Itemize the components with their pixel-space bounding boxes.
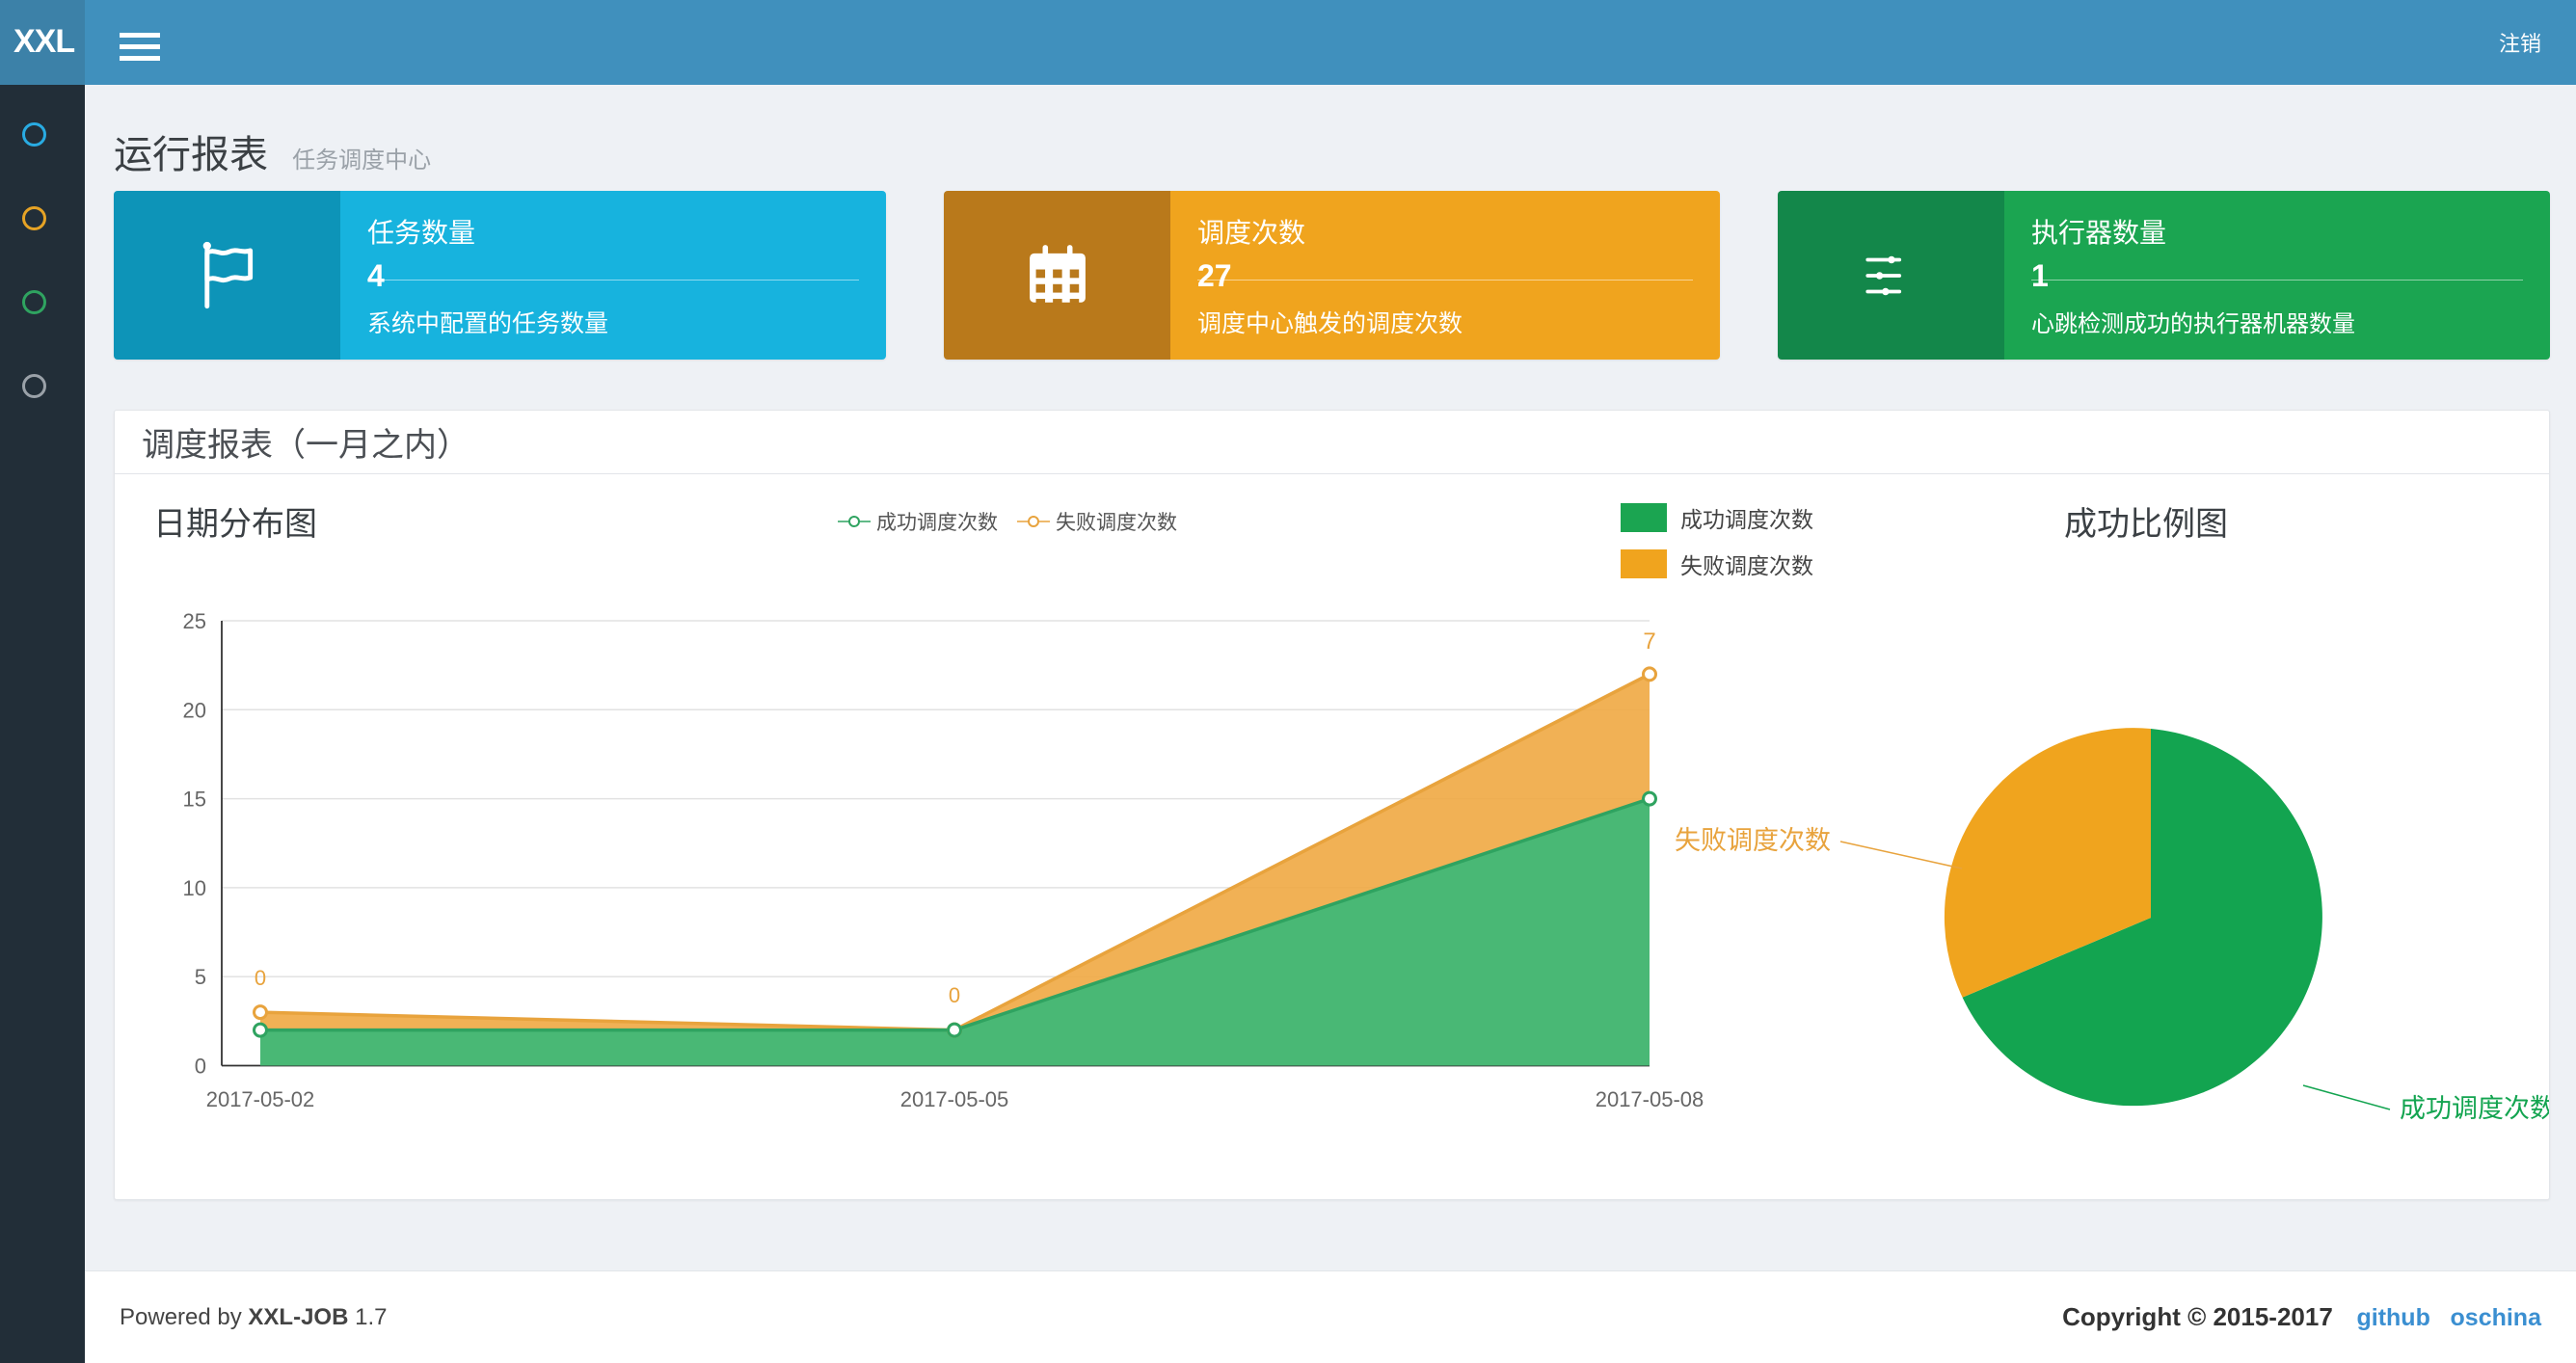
svg-text:0: 0 xyxy=(949,983,960,1007)
svg-text:10: 10 xyxy=(183,876,206,900)
svg-text:25: 25 xyxy=(183,609,206,633)
svg-text:成功调度次数: 成功调度次数 xyxy=(2400,1094,2550,1123)
svg-text:15: 15 xyxy=(183,788,206,812)
svg-text:20: 20 xyxy=(183,698,206,722)
svg-text:2017-05-02: 2017-05-02 xyxy=(206,1087,315,1111)
svg-text:0: 0 xyxy=(195,1055,206,1079)
svg-text:2017-05-08: 2017-05-08 xyxy=(1596,1087,1704,1111)
svg-text:失败调度次数: 失败调度次数 xyxy=(1675,826,1831,855)
svg-text:2017-05-05: 2017-05-05 xyxy=(900,1087,1009,1111)
svg-text:7: 7 xyxy=(1643,628,1655,655)
svg-text:0: 0 xyxy=(255,966,266,990)
svg-text:5: 5 xyxy=(195,965,206,989)
